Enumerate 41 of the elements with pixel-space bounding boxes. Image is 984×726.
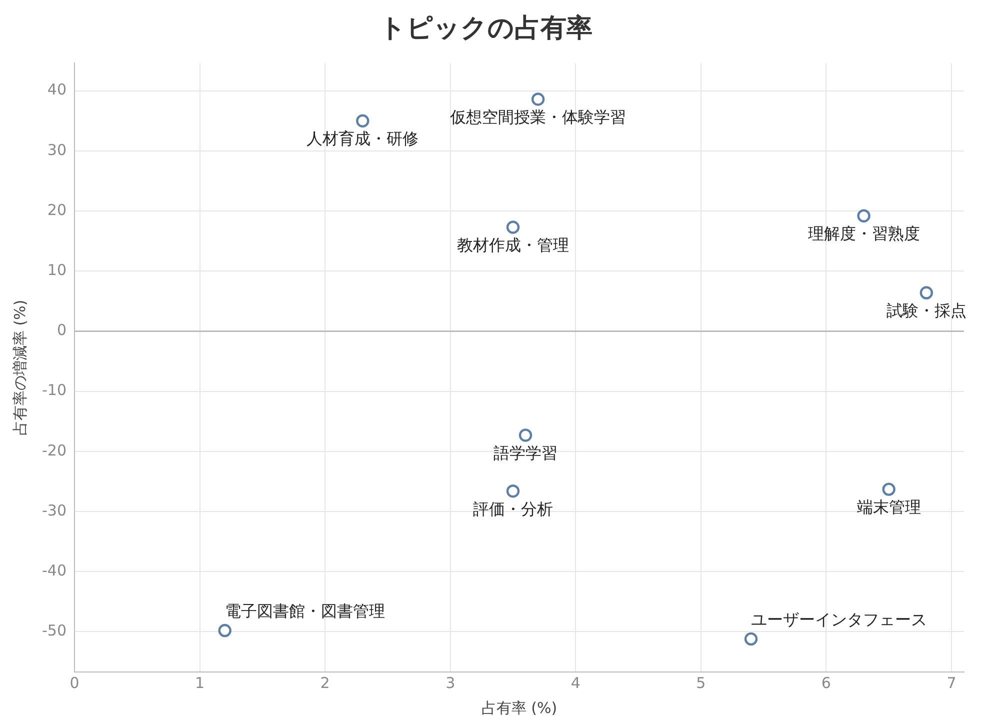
y-tick-label: -10	[42, 381, 66, 400]
annotation: ユーザーインタフェース	[751, 610, 928, 630]
x-tick-label: 6	[821, 674, 831, 692]
annotation: 語学学習	[494, 443, 558, 462]
point	[518, 428, 532, 442]
point	[920, 286, 934, 300]
x-tick-label: 5	[696, 674, 706, 692]
x-axis-title: 占有率 (%)	[481, 698, 558, 717]
point	[882, 482, 896, 496]
point	[744, 632, 758, 646]
annotation: 理解度・習熟度	[808, 224, 920, 244]
annotation: 試験・採点	[886, 300, 966, 320]
point	[506, 484, 520, 498]
annotation: 端末管理	[856, 497, 921, 516]
annotation: 人材育成・研修	[306, 129, 419, 148]
x-tick-label: 3	[446, 674, 456, 692]
annotation: 電子図書館・図書管理	[224, 602, 385, 621]
x-tick-label: 0	[70, 674, 80, 692]
y-tick-label: 20	[47, 200, 66, 219]
y-tick-label: -50	[42, 622, 66, 640]
annotation: 仮想空間授業・体験学習	[449, 107, 626, 126]
annotation: 評価・分析	[472, 499, 553, 518]
annotation: 教材作成・管理	[456, 235, 569, 254]
chart-title: トピックの占有率	[380, 13, 592, 44]
y-tick-label: 40	[47, 80, 66, 99]
point	[857, 209, 870, 222]
y-tick-label: 0	[56, 321, 66, 340]
x-tick-label: 7	[946, 674, 956, 692]
y-tick-label: -20	[42, 441, 66, 460]
y-tick-label: -40	[42, 562, 66, 580]
x-tick-label: 1	[195, 674, 205, 692]
point	[218, 624, 232, 638]
point	[356, 114, 370, 128]
point	[531, 92, 545, 106]
x-tick-label: 4	[570, 674, 580, 692]
x-tick-label: 2	[320, 674, 330, 692]
y-tick-label: -30	[42, 501, 66, 520]
y-tick-label: 10	[47, 261, 66, 280]
y-axis-title: 占有率の増減率 (%)	[10, 300, 29, 436]
y-tick-label: 30	[47, 140, 66, 159]
point	[506, 220, 520, 234]
